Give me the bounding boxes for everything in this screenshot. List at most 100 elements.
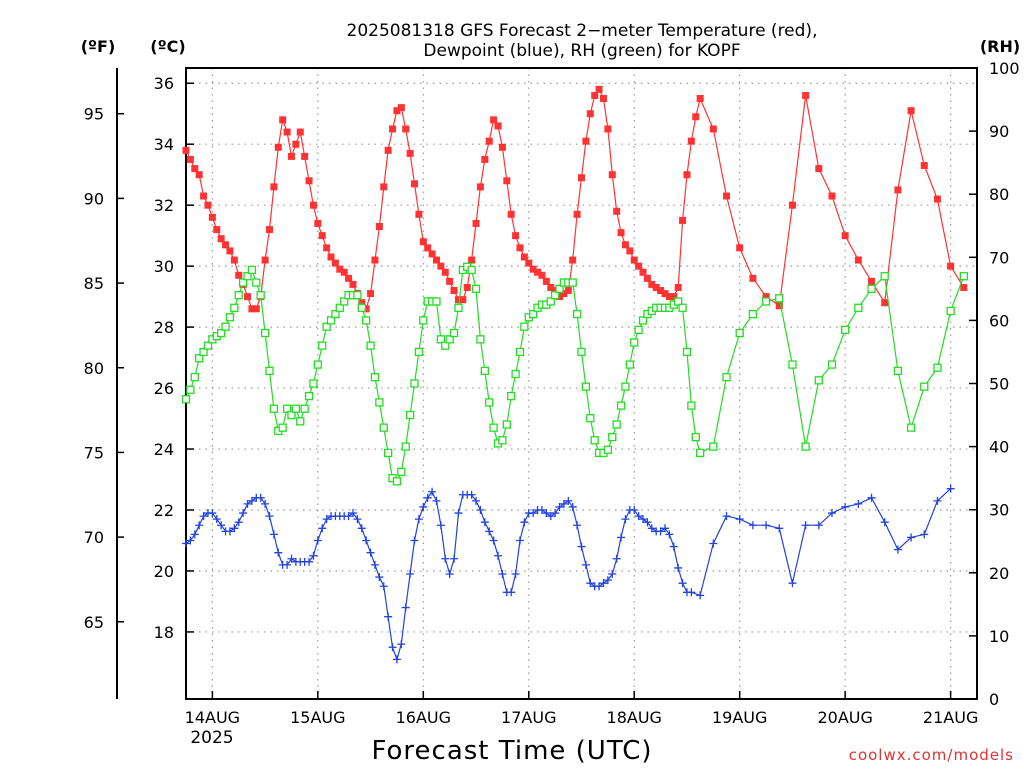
rh-point xyxy=(243,272,252,281)
rh-point xyxy=(282,404,292,413)
temperature-point xyxy=(547,283,555,291)
dewpoint-point xyxy=(265,512,274,521)
rh-point xyxy=(375,398,384,407)
dewpoint-point xyxy=(274,548,283,557)
celsius-tick-label: 28 xyxy=(154,318,174,337)
dewpoint-point xyxy=(696,591,705,600)
rh-point xyxy=(234,291,243,300)
temperature-point xyxy=(402,125,410,133)
rh-point xyxy=(357,303,366,312)
grid-layer xyxy=(186,68,977,699)
celsius-tick-label: 22 xyxy=(154,501,174,520)
chart-title-line-1: 2025081318 GFS Forecast 2−meter Temperat… xyxy=(347,21,818,41)
rh-tick-label: 50 xyxy=(989,375,1009,394)
temperature-point xyxy=(542,277,550,285)
date-tick-label: 20AUG xyxy=(817,708,872,727)
dewpoint-point xyxy=(660,524,669,533)
temperature-point xyxy=(894,186,902,194)
dewpoint-point xyxy=(423,493,432,502)
dewpoint-point xyxy=(933,496,942,505)
rh-point xyxy=(340,297,349,306)
temperature-point xyxy=(314,219,322,227)
rh-point xyxy=(392,477,402,486)
rh-point xyxy=(691,432,700,442)
date-tick-label: 15AUG xyxy=(290,708,345,727)
temperature-point xyxy=(881,299,889,307)
temperature-point xyxy=(687,137,695,145)
temperature-point xyxy=(424,244,432,252)
temperature-point xyxy=(920,162,928,170)
rh-point xyxy=(511,369,520,379)
dewpoint-point xyxy=(428,487,437,496)
dewpoint-point xyxy=(630,506,639,515)
dewpoint-point xyxy=(392,655,401,664)
chart-title-line-2: Dewpoint (blue), RH (green) for KOPF xyxy=(423,41,740,61)
dewpoint-point xyxy=(261,499,270,508)
temperature-point xyxy=(749,274,757,282)
rh-point xyxy=(225,313,235,322)
dewpoint-point xyxy=(946,484,955,493)
dewpoint-point xyxy=(410,536,419,545)
rh-point xyxy=(221,322,230,331)
rh-point xyxy=(590,436,599,445)
rh-point xyxy=(603,445,613,454)
temperature-point xyxy=(512,232,520,240)
dewpoint-point xyxy=(559,499,568,508)
temperature-point xyxy=(419,238,427,246)
temperature-point xyxy=(854,256,862,264)
rh-point xyxy=(432,297,441,306)
rh-point xyxy=(814,376,823,385)
rh-point xyxy=(265,366,274,376)
date-tick-label: 18AUG xyxy=(607,708,662,727)
dewpoint-point xyxy=(537,506,546,515)
rh-point xyxy=(678,303,687,312)
dewpoint-point xyxy=(568,502,577,511)
temperature-point xyxy=(270,183,278,191)
temperature-point xyxy=(301,152,309,160)
dewpoint-point xyxy=(388,643,397,652)
rh-point xyxy=(296,417,305,426)
dewpoint-point xyxy=(366,548,375,557)
dewpoint-point xyxy=(775,524,784,533)
rh-point xyxy=(880,272,889,281)
rh-point xyxy=(397,467,406,476)
rh-point xyxy=(445,335,454,344)
temperature-point xyxy=(507,210,515,218)
temperature-point xyxy=(736,244,744,252)
dewpoint-point xyxy=(362,536,371,545)
rh-point xyxy=(788,360,797,369)
temperature-point xyxy=(327,253,335,261)
temperature-point xyxy=(490,116,498,124)
temperature-point xyxy=(323,244,331,252)
rh-point xyxy=(696,448,705,458)
rh-point xyxy=(586,414,595,423)
temperature-point xyxy=(802,91,810,99)
dewpoint-point xyxy=(489,536,498,545)
fahrenheit-axis-label: (ºF) xyxy=(81,37,116,56)
dewpoint-point xyxy=(406,570,415,579)
dewpoint-point xyxy=(305,557,314,566)
temperature-point xyxy=(608,171,616,179)
temperature-point xyxy=(463,283,471,291)
temperature-point xyxy=(556,293,564,301)
rh-point xyxy=(827,360,837,369)
celsius-tick-label: 32 xyxy=(154,196,174,215)
fahrenheit-tick-label: 70 xyxy=(84,528,104,547)
dewpoint-point xyxy=(573,521,582,530)
temperature-point xyxy=(432,256,440,264)
rh-point xyxy=(608,432,617,442)
rh-point xyxy=(616,401,626,410)
rh-point xyxy=(335,303,344,312)
dewpoint-point xyxy=(665,530,674,539)
dewpoint-point xyxy=(880,518,889,527)
celsius-tick-label: 34 xyxy=(154,135,174,154)
rh-point xyxy=(933,363,942,372)
temperature-point xyxy=(933,195,941,203)
temperature-point xyxy=(384,146,392,154)
dewpoint-point xyxy=(634,512,643,521)
rh-point xyxy=(520,322,529,331)
temperature-point xyxy=(551,287,559,295)
temperature-point xyxy=(617,229,625,237)
temperature-point xyxy=(652,283,660,291)
temperature-point xyxy=(274,143,282,151)
